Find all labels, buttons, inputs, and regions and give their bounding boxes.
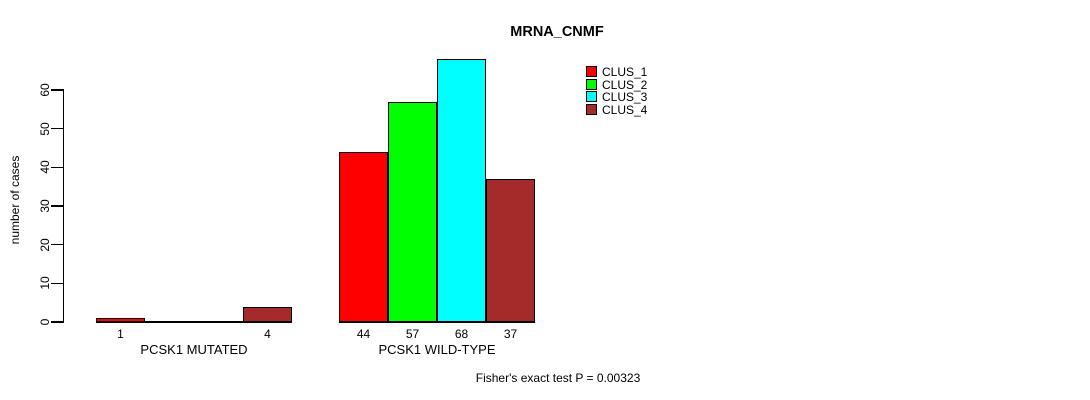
- bar: [486, 178, 535, 322]
- bar: [388, 101, 437, 322]
- legend-swatch: [586, 66, 597, 77]
- y-axis-tick: [50, 243, 63, 246]
- bar: [96, 318, 145, 322]
- legend-label: CLUS_3: [602, 90, 648, 104]
- chart-title: MRNA_CNMF: [510, 24, 604, 40]
- y-axis-tick: [50, 321, 63, 323]
- y-axis-tick-label: 50: [38, 121, 52, 136]
- y-axis-tick-label: 10: [38, 276, 52, 291]
- bar-value-label: 57: [405, 327, 420, 341]
- y-axis-tick: [50, 89, 63, 91]
- bar-value-label: 4: [264, 327, 271, 341]
- bar: [339, 151, 388, 322]
- group-baseline: [339, 321, 535, 323]
- y-axis-tick-label: 30: [38, 199, 52, 213]
- legend-swatch: [586, 78, 597, 90]
- legend-swatch: [586, 91, 597, 102]
- y-axis-tick: [50, 205, 63, 207]
- y-axis-tick: [50, 127, 63, 130]
- y-axis-tick-label: 60: [38, 83, 52, 97]
- legend-swatch: [586, 103, 597, 115]
- bar-value-label: 44: [356, 327, 371, 341]
- y-axis-line: [62, 89, 64, 323]
- y-axis-label: number of cases: [8, 155, 22, 245]
- y-axis-tick: [50, 166, 63, 169]
- bar: [243, 306, 292, 322]
- y-axis-tick-label: 40: [38, 160, 52, 175]
- y-axis-tick-label: 20: [38, 237, 52, 252]
- legend-label: CLUS_1: [602, 65, 648, 79]
- bar-value-label: 1: [117, 327, 124, 341]
- legend-label: CLUS_4: [602, 102, 648, 117]
- group-label: PCSK1 WILD-TYPE: [378, 342, 496, 357]
- bar: [437, 59, 486, 322]
- bar-value-label: 68: [454, 327, 469, 341]
- bar-value-label: 37: [503, 327, 518, 341]
- legend-label: CLUS_2: [602, 77, 648, 92]
- group-label: PCSK1 MUTATED: [140, 342, 248, 357]
- y-axis-tick: [50, 282, 63, 285]
- footnote-text: Fisher's exact test P = 0.00323: [475, 371, 641, 385]
- y-axis-tick-label: 0: [38, 318, 52, 326]
- group-baseline: [96, 321, 292, 323]
